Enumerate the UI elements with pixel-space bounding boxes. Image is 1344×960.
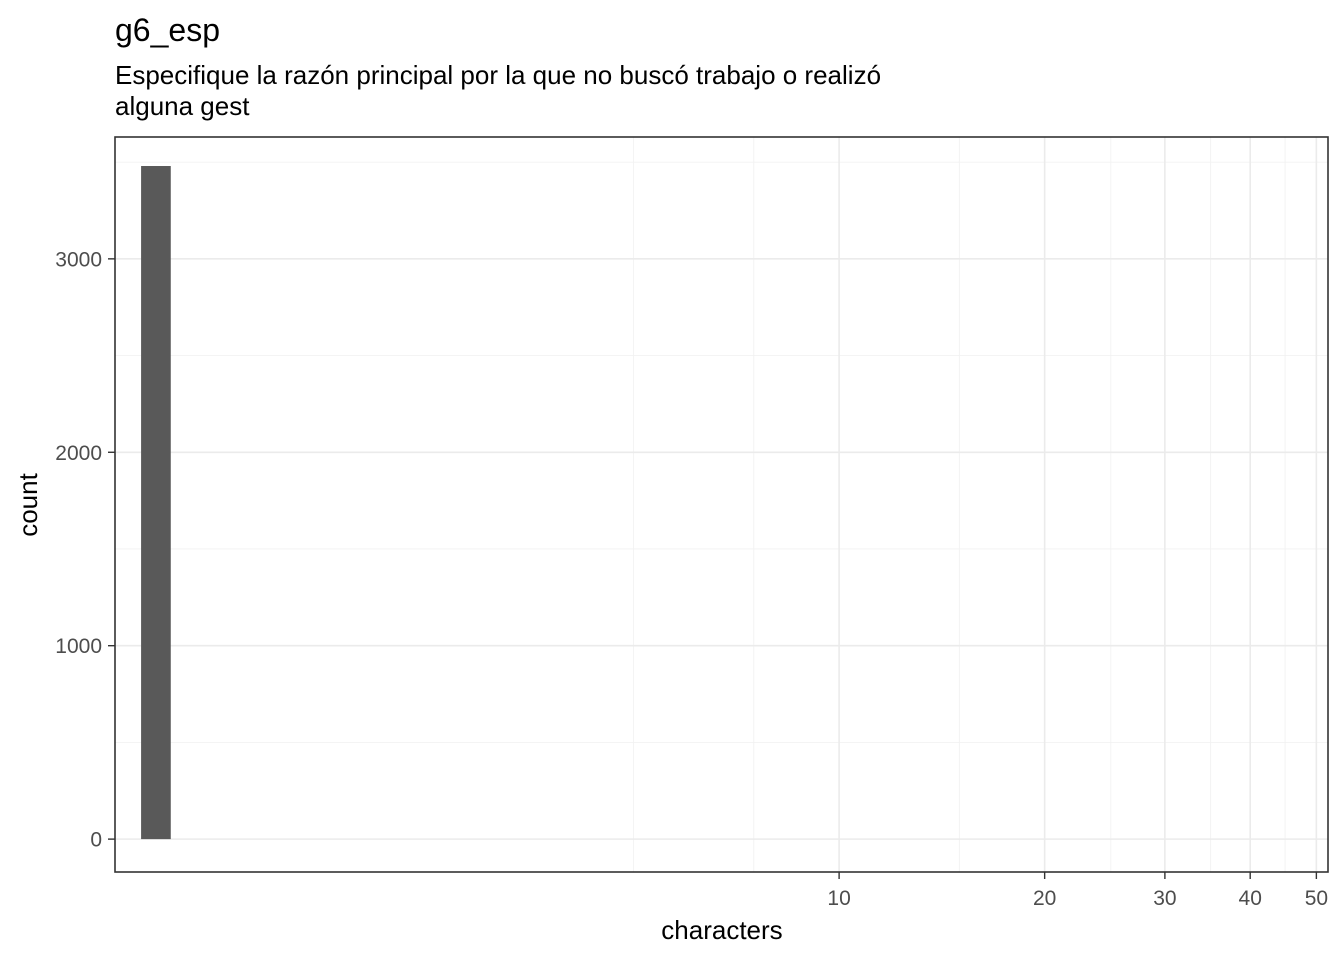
x-tick-label-0: 10 xyxy=(827,887,850,910)
y-tick-label-2: 2000 xyxy=(55,442,102,465)
x-tick-label-2: 30 xyxy=(1153,887,1176,910)
panel-border xyxy=(114,136,1329,873)
y-axis-title: count xyxy=(13,472,43,536)
y-tick-label-0: 0 xyxy=(90,829,102,852)
chart-title: g6_esp xyxy=(115,12,220,48)
y-tick-label-1: 1000 xyxy=(55,635,102,658)
chart-subtitle-line-2: alguna gest xyxy=(115,91,250,121)
histogram-bar-0 xyxy=(141,166,171,840)
grid-lines xyxy=(115,137,1328,872)
x-axis-title: characters xyxy=(661,915,782,945)
chart-subtitle-line-1: Especifique la razón principal por la qu… xyxy=(115,60,881,90)
axes-group: 0 1000 2000 3000 10 20 30 40 50 xyxy=(55,248,1328,910)
x-tick-label-1: 20 xyxy=(1033,887,1056,910)
x-tick-label-3: 40 xyxy=(1239,887,1262,910)
y-tick-label-3: 3000 xyxy=(55,248,102,271)
bars-group xyxy=(141,166,171,840)
x-tick-label-4: 50 xyxy=(1305,887,1328,910)
